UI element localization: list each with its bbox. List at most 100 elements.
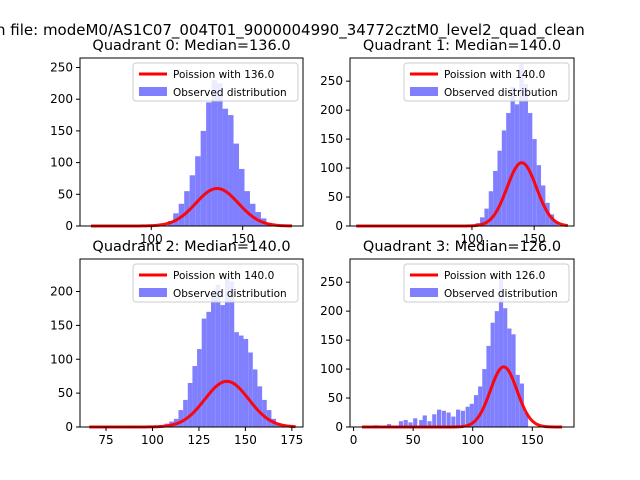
histogram-bar — [248, 352, 253, 427]
histogram-bar — [523, 84, 528, 226]
histogram-bar — [187, 382, 193, 427]
x-tick-label: 100 — [141, 433, 164, 447]
legend-label-model: Poission with 136.0 — [173, 69, 274, 81]
y-tick-label: 100 — [320, 161, 343, 175]
histogram-bar — [184, 191, 190, 226]
y-tick-label: 200 — [320, 304, 343, 318]
axes-frame — [79, 258, 304, 428]
y-tick-label: 250 — [50, 61, 73, 75]
histogram-bar — [197, 349, 202, 427]
histogram-bar — [456, 409, 461, 427]
histogram-bar — [224, 277, 230, 427]
legend-label-model: Poission with 140.0 — [173, 270, 274, 282]
histogram-bar — [239, 168, 245, 226]
histogram-bar — [233, 143, 240, 226]
panel-title: Quadrant 3: Median=126.0 — [363, 239, 561, 255]
panel-1: 0 50 100 150 200 250 100 150 Quadrant 1: Median=… — [320, 38, 575, 246]
histogram-bar — [201, 318, 207, 427]
histogram-bar — [486, 345, 491, 427]
histogram-bar — [469, 403, 474, 427]
histogram-bar — [211, 294, 216, 427]
y-tick-label: 0 — [335, 219, 343, 233]
x-tick-label: 0 — [350, 433, 358, 447]
histogram-bar — [451, 416, 456, 427]
histogram-bar — [408, 422, 413, 427]
histogram-bar — [234, 332, 239, 427]
x-tick-label: 125 — [187, 433, 210, 447]
histogram-bar — [217, 83, 223, 226]
histogram-bar — [220, 305, 225, 427]
axes-frame — [349, 258, 575, 428]
x-tick-label: 150 — [231, 232, 254, 246]
legend-box — [132, 263, 299, 303]
histogram-bar — [436, 409, 442, 427]
histogram-bar — [427, 421, 432, 427]
panels-group: 0 50 100 150 200 250 100 150 Quadrant 0: Median=… — [50, 38, 575, 447]
y-tick-label: 150 — [320, 333, 343, 347]
histogram-bar — [195, 156, 201, 226]
histogram-bar — [215, 284, 221, 427]
histogram-bar — [192, 366, 198, 427]
histogram-bar — [478, 386, 483, 427]
histogram-bar — [252, 369, 258, 427]
histogram-bar — [413, 418, 418, 427]
histogram-bar — [473, 395, 479, 427]
histogram-bar — [238, 335, 244, 427]
y-tick-label: 50 — [328, 391, 343, 405]
histogram-bar — [200, 130, 207, 226]
histogram-bar — [206, 311, 212, 427]
y-tick-label: 250 — [320, 275, 343, 289]
panel-2: 0 50 100 150 200 75 100 125 150 175 Quadrant 2: Me… — [50, 239, 304, 447]
histogram-bar — [419, 420, 424, 427]
histogram-bar — [510, 86, 515, 226]
y-tick-label: 150 — [320, 132, 343, 146]
y-tick-label: 0 — [335, 420, 343, 434]
x-tick-label: 175 — [280, 433, 303, 447]
y-tick-label: 100 — [320, 362, 343, 376]
legend-bar-swatch — [139, 87, 167, 96]
histogram-bar — [460, 410, 465, 427]
y-tick-label: 0 — [65, 420, 73, 434]
x-tick-label: 75 — [98, 433, 113, 447]
figure-suptitle: n file: modeM0/AS1C07_004T01_9000004990_… — [0, 21, 585, 40]
histogram-bar — [497, 150, 502, 226]
histogram-bar — [484, 208, 489, 226]
histogram-bar — [490, 322, 495, 427]
panel-0: 0 50 100 150 200 250 100 150 Quadrant 0: Median=… — [50, 38, 304, 246]
axes-frame — [349, 57, 575, 227]
legend-label-observed: Observed distribution — [173, 87, 287, 99]
histogram-bar — [211, 80, 218, 226]
y-tick-label: 150 — [50, 318, 73, 332]
x-tick-label: 150 — [521, 433, 544, 447]
legend-box — [403, 263, 570, 303]
x-tick-label: 100 — [461, 232, 484, 246]
y-tick-label: 100 — [50, 156, 73, 170]
histogram-bar — [465, 406, 470, 427]
x-tick-label: 100 — [461, 433, 484, 447]
histogram-bar — [257, 386, 263, 427]
y-tick-label: 50 — [58, 187, 73, 201]
histogram-bar — [441, 410, 446, 427]
x-tick-label: 150 — [234, 433, 257, 447]
histogram-bar — [228, 115, 234, 226]
histogram-bar — [501, 130, 507, 226]
legend-bar-swatch — [139, 288, 167, 297]
y-tick-label: 100 — [50, 352, 73, 366]
y-tick-label: 250 — [320, 74, 343, 88]
histogram-bar — [229, 281, 235, 427]
y-tick-label: 0 — [65, 219, 73, 233]
histogram-bar — [243, 338, 249, 427]
histogram-bar — [515, 374, 520, 427]
panel-3: 0 50 100 150 200 250 0 50 100 150 Quadrant 3: Medi… — [320, 239, 575, 447]
x-tick-label: 150 — [523, 232, 546, 246]
legend-bar-swatch — [410, 87, 438, 96]
histogram-bar — [523, 412, 529, 427]
panel-title: Quadrant 1: Median=140.0 — [363, 38, 561, 54]
legend-box — [132, 62, 299, 102]
legend-label-observed: Observed distribution — [444, 288, 558, 300]
legend-label-model: Poission with 126.0 — [444, 270, 545, 282]
histogram-bar — [480, 217, 485, 226]
y-tick-label: 50 — [328, 190, 343, 204]
histogram-bar — [493, 170, 498, 226]
